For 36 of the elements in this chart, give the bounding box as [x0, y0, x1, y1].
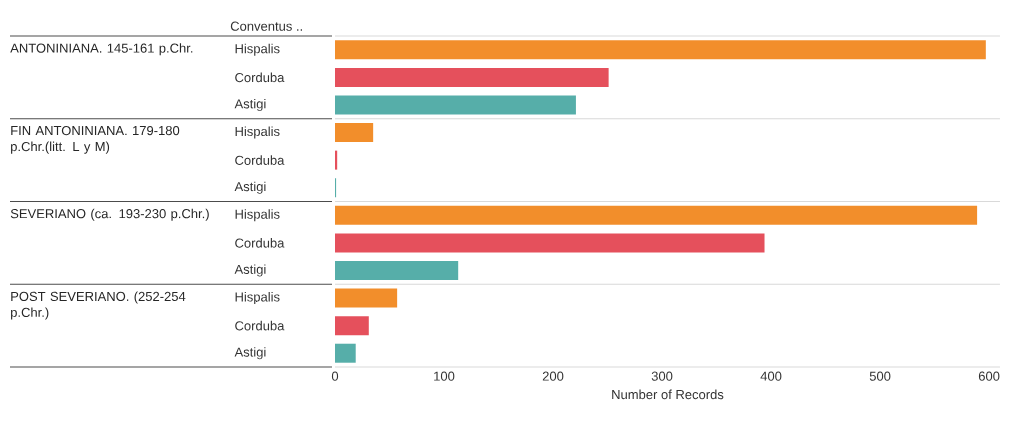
- bar: [335, 288, 398, 308]
- bar: [335, 343, 356, 363]
- text: POST SEVERIANO. (252-254 p.Chr.): [11, 291, 186, 320]
- y-tick-label: Hispalis: [235, 291, 280, 305]
- bar: [335, 67, 609, 87]
- y-tick-label: Corduba: [235, 72, 285, 83]
- legend-title: Conventus ..: [230, 21, 302, 31]
- y-tick-label: Astigi: [234, 98, 266, 112]
- y-tick-label: Astigi: [234, 181, 266, 194]
- bar: [335, 95, 576, 115]
- bar: [335, 205, 978, 225]
- y-tick-label: Astigi: [234, 264, 266, 277]
- x-tick-label: 0: [331, 371, 339, 381]
- y-tick-label: Hispalis: [235, 126, 280, 139]
- x-tick-label: 400: [760, 371, 782, 381]
- y-tick-label: Hispalis: [235, 43, 280, 56]
- x-tick-label: 200: [542, 371, 564, 381]
- x-tick-label: 500: [869, 371, 891, 381]
- bar: [335, 316, 369, 336]
- y-tick-label: Astigi: [234, 347, 266, 360]
- text: FIN ANTONINIANA. 179-180 p.Chr.(litt. L y M): [11, 125, 180, 154]
- bar: [335, 40, 986, 60]
- x-tick-label: 300: [651, 371, 673, 381]
- x-tick-label: 100: [434, 371, 455, 381]
- bar: [335, 150, 338, 170]
- x-tick-label: 600: [978, 371, 1000, 381]
- text: SEVERIANO (ca. 193-230 p.Chr.): [10, 208, 209, 221]
- bar: [335, 260, 459, 280]
- x-axis-title: Number of Records: [612, 389, 724, 400]
- y-tick-label: Corduba: [235, 238, 285, 248]
- y-tick-label: Corduba: [235, 155, 285, 165]
- bar: [335, 123, 374, 143]
- y-tick-label: Corduba: [235, 320, 285, 331]
- bar: [335, 233, 765, 253]
- y-tick-label: Hispalis: [235, 209, 280, 222]
- text: ANTONINIANA. 145-161 p.Chr.: [10, 43, 193, 56]
